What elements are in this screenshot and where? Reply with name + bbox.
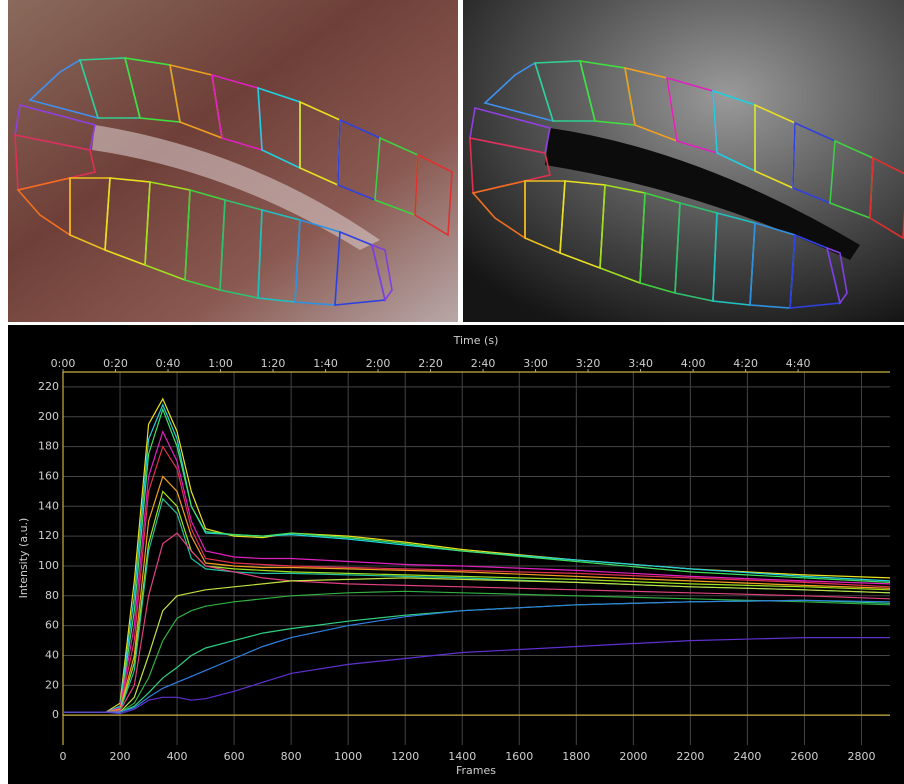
x2-tick-label: 2:40	[471, 357, 496, 370]
x-tick-label: 2400	[733, 750, 761, 763]
x-tick-label: 2600	[790, 750, 818, 763]
x2-tick-label: 4:00	[681, 357, 706, 370]
x2-tick-label: 3:40	[628, 357, 653, 370]
y-tick-label: 20	[45, 678, 59, 691]
figure: Time (s) Frames Intensity (a.u.) 0 20 40 60…	[0, 0, 904, 784]
x2-tick-label: 0:20	[103, 357, 128, 370]
x-tick-label: 400	[167, 750, 188, 763]
page: {"chart_data": { "type": "line", "x2_lab…	[0, 0, 904, 784]
x-tick-label: 1600	[505, 750, 533, 763]
x-tick-label: 0	[60, 750, 67, 763]
y-tick-label: 120	[38, 529, 59, 542]
x2-tick-label: 1:00	[208, 357, 233, 370]
x2-tick-label: 0:40	[156, 357, 181, 370]
y-tick-label: 200	[38, 410, 59, 423]
x-tick-label: 1000	[334, 750, 362, 763]
x2-tick-label: 2:20	[418, 357, 443, 370]
x-tick-label: 800	[281, 750, 302, 763]
x2-tick-label: 3:20	[576, 357, 601, 370]
x2-tick-label: 2:00	[366, 357, 391, 370]
fluorescence-image	[463, 0, 904, 322]
x-tick-label: 1800	[562, 750, 590, 763]
x-tick-label: 2200	[676, 750, 704, 763]
x2-tick-label: 4:40	[786, 357, 811, 370]
y-tick-label: 40	[45, 648, 59, 661]
x-tick-label: 200	[110, 750, 131, 763]
x-tick-label: 2000	[619, 750, 647, 763]
x-axis-title: Frames	[456, 764, 496, 777]
x2-tick-label: 1:20	[261, 357, 286, 370]
y-tick-label: 140	[38, 499, 59, 512]
x-tick-label: 2800	[847, 750, 875, 763]
y-tick-label: 80	[45, 589, 59, 602]
x-tick-label: 1400	[448, 750, 476, 763]
x-tick-label: 1200	[391, 750, 419, 763]
x2-axis-title: Time (s)	[453, 334, 499, 347]
y-tick-label: 160	[38, 469, 59, 482]
y-tick-label: 180	[38, 440, 59, 453]
x2-tick-label: 3:00	[523, 357, 548, 370]
brightfield-image	[8, 0, 458, 322]
y-tick-label: 0	[52, 708, 59, 721]
x2-tick-label: 4:20	[733, 357, 758, 370]
x-tick-label: 600	[224, 750, 245, 763]
y-tick-label: 100	[38, 559, 59, 572]
y-tick-label: 60	[45, 619, 59, 632]
y-axis-title: Intensity (a.u.)	[17, 518, 30, 599]
y-tick-label: 220	[38, 380, 59, 393]
x2-tick-label: 1:40	[313, 357, 338, 370]
x2-tick-label: 0:00	[51, 357, 76, 370]
